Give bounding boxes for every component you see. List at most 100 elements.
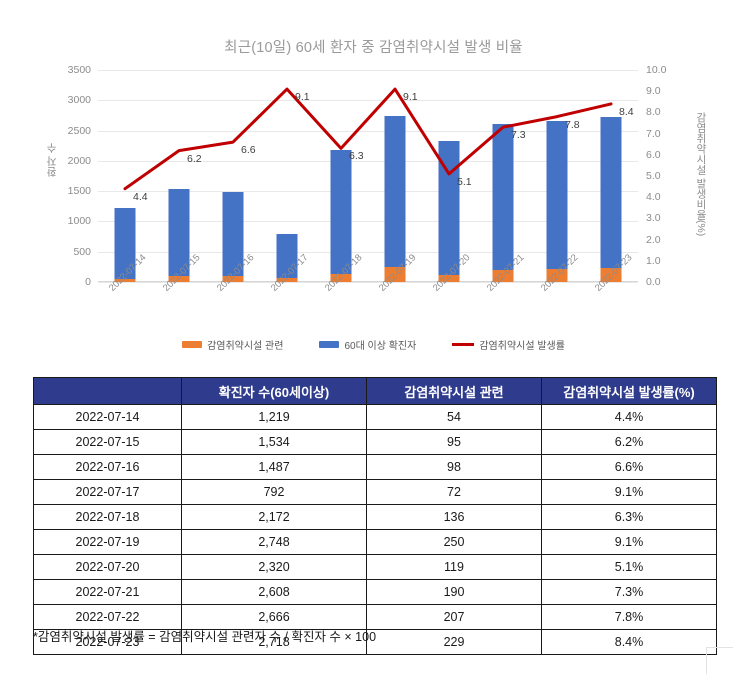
y-axis-right-tick: 9.0: [646, 85, 661, 98]
table-cell-date: 2022-07-15: [33, 429, 182, 455]
table-cell-confirmed: 2,748: [181, 529, 367, 555]
legend-color-swatch: [319, 341, 340, 348]
table-cell-confirmed: 792: [181, 479, 367, 505]
bar-slot: [530, 70, 584, 282]
bar-segment-related: [330, 273, 352, 282]
table-cell-rate: 6.3%: [541, 504, 717, 530]
chart-title: 최근(10일) 60세 환자 중 감염취약시설 발생 비율: [224, 40, 523, 56]
stacked-bar: [438, 141, 460, 282]
bar-slot: [584, 70, 638, 282]
bar-slot: [98, 70, 152, 282]
stacked-bar: [600, 117, 622, 282]
gridline: [98, 70, 638, 71]
stacked-bar: [384, 115, 406, 282]
table-cell-related: 250: [366, 529, 542, 555]
y-axis-left-tick: 1000: [67, 215, 91, 228]
data-table: 확진자 수(60세이상) 감염취약시설 관련 감염취약시설 발생률(%) 202…: [33, 377, 717, 655]
table-header-confirmed: 확진자 수(60세이상): [181, 377, 367, 405]
footnote: *감염취약시설 발생률 = 감염취약시설 관련자 수 / 확진자 수 × 100: [33, 630, 377, 644]
legend-item[interactable]: 감염취약시설 발생률: [452, 337, 565, 352]
rate-line-path: [123, 87, 613, 191]
table-cell-confirmed: 1,219: [181, 404, 367, 430]
table-cell-date: 2022-07-20: [33, 554, 182, 580]
y-axis-right-tick: 3.0: [646, 212, 661, 225]
table-cell-rate: 9.1%: [541, 529, 717, 555]
table-cell-confirmed: 1,487: [181, 454, 367, 480]
bar-segment-related: [222, 276, 244, 282]
legend-color-swatch: [182, 341, 203, 348]
gridline: [98, 282, 638, 283]
y-axis-right-tick: 10.0: [646, 64, 667, 76]
legend-label: 감염취약시설 발생률: [479, 341, 565, 352]
stacked-bar: [546, 120, 568, 282]
table-header-row: 확진자 수(60세이상) 감염취약시설 관련 감염취약시설 발생률(%): [33, 377, 717, 405]
bar-segment-related: [276, 277, 298, 282]
gridline: [98, 251, 638, 253]
table-cell-date: 2022-07-21: [33, 579, 182, 605]
table-header-date: [33, 377, 182, 405]
bar-segment-confirmed: [384, 115, 406, 267]
table-row: 2022-07-21 2,608 190 7.3%: [33, 579, 717, 605]
y-axis-left-tick: 0: [85, 276, 91, 288]
bar-segment-confirmed: [546, 120, 568, 270]
bar-slot: [368, 70, 422, 282]
table-cell-date: 2022-07-19: [33, 529, 182, 555]
y-axis-left-tick: 2000: [67, 154, 91, 167]
bar-slot: [476, 70, 530, 282]
y-axis-right-tick: 1.0: [646, 254, 661, 267]
bar-segment-confirmed: [600, 117, 622, 269]
legend-item[interactable]: 감염취약시설 관련: [182, 337, 283, 352]
y-axis-left-tick: 2500: [67, 124, 91, 137]
table-header-rate: 감염취약시설 발생률(%): [541, 377, 717, 405]
table-cell-rate: 7.3%: [541, 579, 717, 605]
table-cell-rate: 6.6%: [541, 454, 717, 480]
bar-segment-confirmed: [222, 191, 244, 277]
table-header-related: 감염취약시설 관련: [366, 377, 542, 405]
table-cell-confirmed: 1,534: [181, 429, 367, 455]
table-cell-date: 2022-07-18: [33, 504, 182, 530]
table-cell-date: 2022-07-22: [33, 604, 182, 630]
y-axis-right-tick: 7.0: [646, 127, 661, 140]
bar-segment-related: [600, 268, 622, 282]
table-cell-rate: 5.1%: [541, 554, 717, 580]
table-cell-related: 95: [366, 429, 542, 455]
bar-slot: [206, 70, 260, 282]
gridline: [98, 221, 638, 223]
bar-slot: [422, 70, 476, 282]
table-row: 2022-07-17 792 72 9.1%: [33, 479, 717, 505]
line-point-label: 5.1: [457, 175, 472, 188]
chart-legend: 감염취약시설 관련 60대 이상 확진자 감염취약시설 발생률: [0, 337, 747, 352]
line-point-label: 6.2: [187, 152, 202, 165]
table-row: 2022-07-20 2,320 119 5.1%: [33, 554, 717, 580]
stacked-bar: [168, 189, 190, 282]
y-axis-right-tick: 8.0: [646, 106, 661, 119]
table-cell-date: 2022-07-14: [33, 404, 182, 430]
gridline: [98, 160, 638, 162]
table-row: 2022-07-18 2,172 136 6.3%: [33, 504, 717, 530]
bar-segment-related: [384, 266, 406, 282]
table-cell-related: 72: [366, 479, 542, 505]
legend-label: 감염취약시설 관련: [207, 341, 284, 352]
y-axis-left-tick: 1500: [67, 185, 91, 198]
bar-segment-related: [492, 270, 514, 282]
table-row: 2022-07-16 1,487 98 6.6%: [33, 454, 717, 480]
gridline: [98, 191, 638, 193]
table-cell-related: 136: [366, 504, 542, 530]
bar-segment-confirmed: [276, 234, 298, 278]
table-row: 2022-07-23 2,718 229 8.4%: [33, 629, 717, 655]
stacked-bar: [492, 124, 514, 282]
table-row: 2022-07-22 2,666 207 7.8%: [33, 604, 717, 630]
table-cell-related: 207: [366, 604, 542, 630]
legend-line-swatch: [452, 343, 475, 346]
stacked-bar: [330, 150, 352, 282]
table-body: 2022-07-14 1,219 54 4.4% 2022-07-15 1,534 95 6.…: [33, 404, 717, 655]
table-cell-confirmed: 2,718: [181, 629, 367, 655]
line-point-label: 6.3: [349, 150, 364, 163]
bar-segment-related: [546, 269, 568, 282]
line-point-label: 9.1: [295, 91, 310, 104]
legend-item[interactable]: 60대 이상 확진자: [319, 337, 416, 352]
y-axis-right-tick: 4.0: [646, 191, 661, 204]
y-axis-left-tick: 3500: [67, 64, 91, 76]
line-point-label: 8.4: [619, 105, 634, 118]
table-row: 2022-07-14 1,219 54 4.4%: [33, 404, 717, 430]
